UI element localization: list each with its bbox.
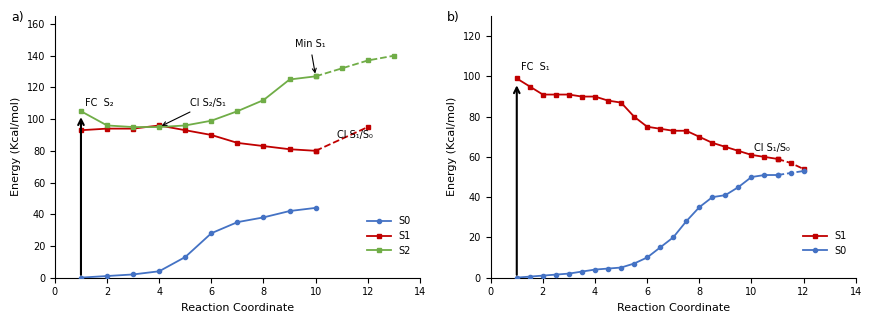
- X-axis label: Reaction Coordinate: Reaction Coordinate: [181, 303, 294, 313]
- Text: Cl S₂/S₁: Cl S₂/S₁: [162, 98, 226, 125]
- Legend: S1, S0: S1, S0: [799, 227, 851, 260]
- X-axis label: Reaction Coordinate: Reaction Coordinate: [616, 303, 730, 313]
- Text: FC  S₂: FC S₂: [85, 98, 113, 108]
- Text: Cl S₁/S₀: Cl S₁/S₀: [754, 143, 790, 153]
- Text: b): b): [447, 11, 460, 24]
- Legend: S0, S1, S2: S0, S1, S2: [363, 212, 415, 260]
- Text: Min S₁: Min S₁: [295, 40, 326, 72]
- Y-axis label: Energy (Kcal/mol): Energy (Kcal/mol): [11, 97, 21, 196]
- Text: FC  S₁: FC S₁: [520, 63, 549, 73]
- Y-axis label: Energy (Kcal/mol): Energy (Kcal/mol): [447, 97, 457, 196]
- Text: Cl S₁/S₀: Cl S₁/S₀: [336, 130, 373, 140]
- Text: a): a): [11, 11, 24, 24]
